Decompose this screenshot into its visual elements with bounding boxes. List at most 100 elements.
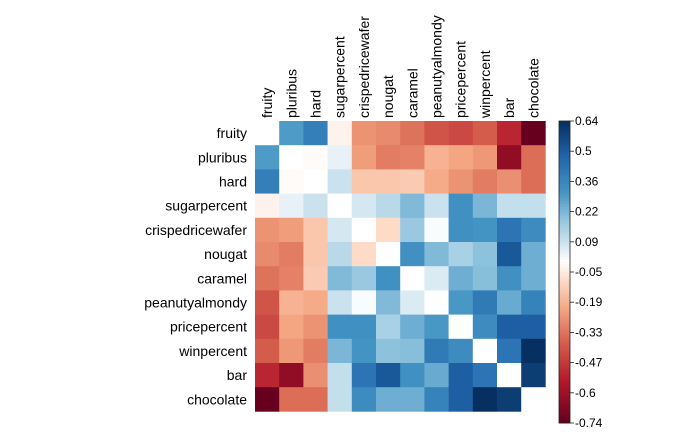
colorbar-swatch: [559, 274, 570, 278]
colorbar-swatch: [559, 380, 570, 384]
colorbar-swatch: [559, 234, 570, 238]
heatmap-cell-winpercent-crispedricewafer: [351, 338, 377, 364]
heatmap-cell-crispedricewafer-bar: [497, 217, 522, 243]
column-labels: fruity pluribus hard sugarpercent crispedric…: [259, 15, 541, 119]
heatmap-cell-pluribus-hard: [303, 145, 328, 170]
colorbar-swatch: [559, 191, 570, 195]
colorbar-swatch: [559, 304, 570, 308]
heatmap-cell-chocolate-chocolate: [521, 387, 546, 412]
colorbar-swatch: [559, 209, 570, 212]
colorbar-swatch: [559, 365, 570, 369]
colorbar-swatch: [559, 385, 570, 389]
heatmap-cell-sugarpercent-chocolate: [521, 193, 546, 219]
heatmap-cell-peanutyalmondy-crispedricewafer: [351, 290, 377, 315]
heatmap-cell-winpercent-chocolate: [521, 338, 546, 364]
column-label-sugarpercent: sugarpercent: [332, 36, 348, 118]
colorbar-swatch: [559, 319, 570, 323]
heatmap-cell-bar-pricepercent: [448, 363, 474, 388]
colorbar-swatch: [559, 173, 570, 177]
colorbar-swatch: [559, 307, 570, 311]
colorbar-tick-label: -0.19: [575, 295, 603, 309]
heatmap-cell-pluribus-sugarpercent: [327, 145, 353, 170]
colorbar-swatch: [559, 211, 570, 215]
heatmap-cell-fruity-pricepercent: [448, 121, 474, 146]
heatmap-cell-chocolate-nougat: [376, 387, 401, 412]
heatmap-cell-chocolate-peanutyalmondy: [424, 387, 449, 412]
colorbar-swatch: [559, 259, 570, 263]
colorbar-swatch: [559, 327, 570, 331]
heatmap-cell-winpercent-winpercent: [472, 338, 498, 364]
colorbar-swatch: [559, 266, 570, 270]
colorbar-swatch: [559, 337, 570, 341]
heatmap-cell-crispedricewafer-peanutyalmondy: [424, 217, 449, 243]
column-label-peanutyalmondy: peanutyalmondy: [429, 15, 445, 118]
colorbar-swatch: [559, 226, 570, 230]
heatmap-cell-bar-peanutyalmondy: [424, 363, 449, 388]
colorbar-swatch: [559, 342, 570, 346]
heatmap-cell-winpercent-bar: [497, 338, 522, 364]
heatmap-cell-bar-crispedricewafer: [351, 363, 377, 388]
colorbar-swatch: [559, 133, 570, 137]
colorbar: 0.64 0.5 0.36 0.22 0.09 -0.05 -0.19 -0.33 -0.47 -…: [558, 114, 603, 430]
heatmap-cell-fruity-bar: [497, 121, 522, 146]
colorbar-tick-label: -0.74: [575, 416, 603, 430]
colorbar-swatch: [559, 407, 570, 411]
heatmap-cell-hard-nougat: [376, 169, 401, 194]
column-label-caramel: caramel: [404, 68, 420, 118]
heatmap-cell-bar-pluribus: [279, 363, 304, 388]
heatmap-cell-pluribus-winpercent: [472, 145, 498, 170]
heatmap-cell-nougat-pricepercent: [448, 242, 474, 267]
heatmap-cell-winpercent-fruity: [255, 338, 280, 364]
heatmap-cell-crispedricewafer-chocolate: [521, 217, 546, 243]
heatmap-cell-fruity-sugarpercent: [327, 121, 353, 146]
colorbar-swatch: [559, 367, 570, 371]
colorbar-swatch: [559, 196, 570, 200]
column-label-chocolate: chocolate: [525, 58, 541, 118]
colorbar-tick-label: 0.64: [575, 114, 599, 128]
colorbar-swatch: [559, 199, 570, 202]
heatmap-cell-chocolate-sugarpercent: [327, 387, 353, 412]
colorbar-swatch: [559, 312, 570, 316]
colorbar-swatch: [559, 178, 570, 182]
heatmap-cell-fruity-chocolate: [521, 121, 546, 146]
heatmap-cell-hard-peanutyalmondy: [424, 169, 449, 194]
colorbar-swatch: [559, 256, 570, 260]
heatmap-cell-crispedricewafer-hard: [303, 217, 328, 243]
colorbar-swatch: [559, 287, 570, 291]
heatmap-cell-sugarpercent-peanutyalmondy: [424, 193, 449, 219]
colorbar-swatch: [559, 176, 570, 180]
heatmap-cell-winpercent-caramel: [400, 338, 425, 364]
colorbar-tick-label: 0.22: [575, 205, 599, 219]
column-label-pricepercent: pricepercent: [453, 41, 469, 118]
heatmap-cell-peanutyalmondy-sugarpercent: [327, 290, 353, 315]
heatmap-cell-crispedricewafer-pluribus: [279, 217, 304, 243]
heatmap-cell-winpercent-hard: [303, 338, 328, 364]
colorbar-swatch: [559, 201, 570, 205]
colorbar-swatch: [559, 183, 570, 187]
heatmap-cell-sugarpercent-hard: [303, 193, 328, 219]
colorbar-swatch: [559, 151, 570, 155]
colorbar-swatch: [559, 143, 570, 147]
heatmap-cell-fruity-winpercent: [472, 121, 498, 146]
heatmap-cell-sugarpercent-caramel: [400, 193, 425, 219]
heatmap-cell-winpercent-nougat: [376, 338, 401, 364]
heatmap-cell-fruity-nougat: [376, 121, 401, 146]
heatmap-cell-sugarpercent-fruity: [255, 193, 280, 219]
heatmap-cell-bar-chocolate: [521, 363, 546, 388]
heatmap-cell-caramel-chocolate: [521, 266, 546, 291]
colorbar-swatch: [559, 410, 570, 414]
heatmap-cell-sugarpercent-crispedricewafer: [351, 193, 377, 219]
colorbar-swatch: [559, 264, 570, 268]
heatmap-cell-pricepercent-caramel: [400, 314, 425, 340]
colorbar-swatch: [559, 339, 570, 343]
colorbar-swatch: [559, 395, 570, 399]
heatmap-cell-crispedricewafer-winpercent: [472, 217, 498, 243]
column-label-crispedricewafer: crispedricewafer: [356, 16, 372, 118]
heatmap-cell-fruity-hard: [303, 121, 328, 146]
heatmap-cell-hard-caramel: [400, 169, 425, 194]
colorbar-swatch: [559, 121, 570, 124]
heatmap-cell-winpercent-sugarpercent: [327, 338, 353, 364]
heatmap-cell-sugarpercent-winpercent: [472, 193, 498, 219]
colorbar-swatch: [559, 241, 570, 245]
colorbar-swatch: [559, 148, 570, 152]
